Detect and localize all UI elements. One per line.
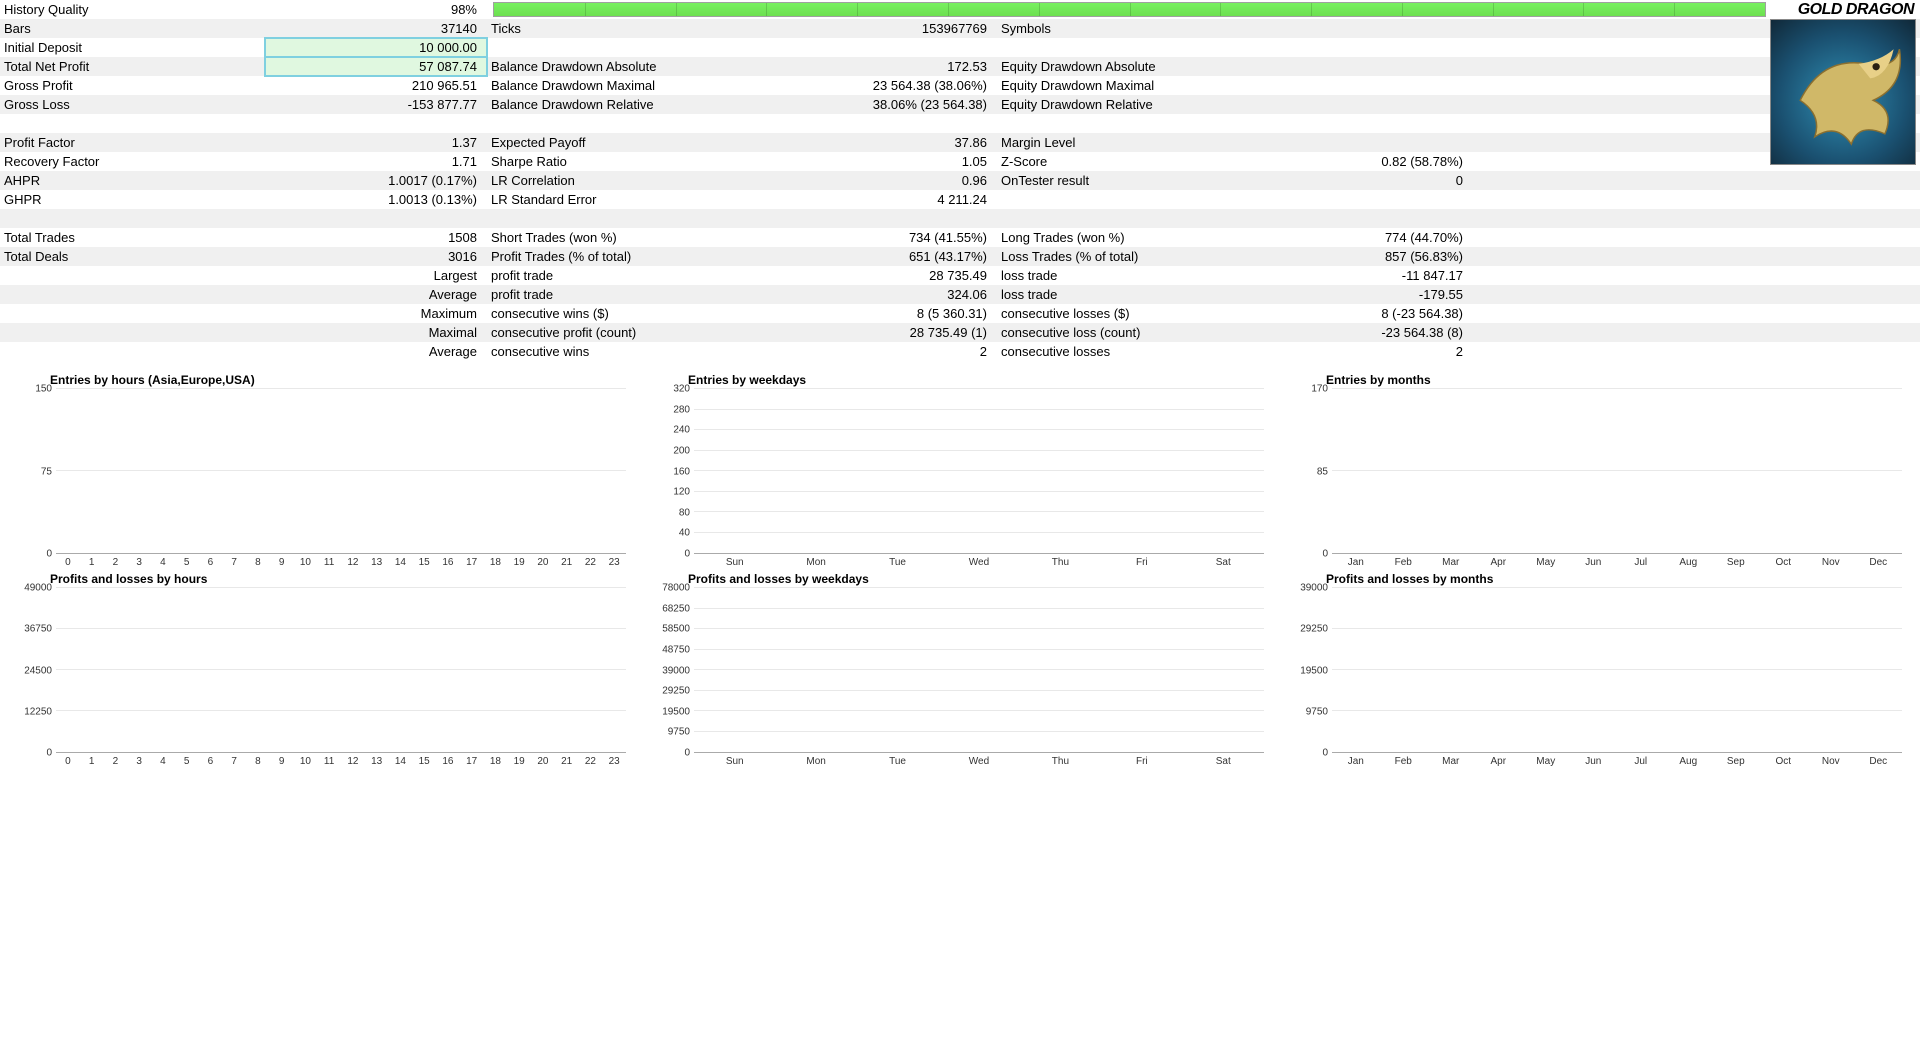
eq-dd-max-value xyxy=(1292,76,1473,95)
symbols-label: Symbols xyxy=(997,19,1292,38)
total-trades-value: 1508 xyxy=(265,228,487,247)
loss-trades-label: Loss Trades (% of total) xyxy=(997,247,1292,266)
largest-loss-value: -11 847.17 xyxy=(1292,266,1473,285)
max-losses-label: consecutive losses ($) xyxy=(997,304,1292,323)
bars-value: 37140 xyxy=(265,19,487,38)
chart-entries-months: Entries by months 085170 JanFebMarAprMay… xyxy=(1294,373,1902,572)
bal-dd-abs-label: Balance Drawdown Absolute xyxy=(487,57,772,76)
profit-trades-label: Profit Trades (% of total) xyxy=(487,247,772,266)
short-trades-label: Short Trades (won %) xyxy=(487,228,772,247)
chart-pl-months: Profits and losses by months 09750195002… xyxy=(1294,572,1902,771)
eq-dd-abs-label: Equity Drawdown Absolute xyxy=(997,57,1292,76)
charts-grid: Entries by hours (Asia,Europe,USA) 07515… xyxy=(0,361,1920,781)
lrstderr-label: LR Standard Error xyxy=(487,190,772,209)
bars-label: Bars xyxy=(0,19,265,38)
largest-profit-value: 28 735.49 xyxy=(772,266,997,285)
maximal-profit-label: consecutive profit (count) xyxy=(487,323,772,342)
bal-dd-max-value: 23 564.38 (38.06%) xyxy=(772,76,997,95)
max-wins-label: consecutive wins ($) xyxy=(487,304,772,323)
max-losses-value: 8 (-23 564.38) xyxy=(1292,304,1473,323)
ticks-value: 153967769 xyxy=(772,19,997,38)
gross-profit-label: Gross Profit xyxy=(0,76,265,95)
profit-factor-label: Profit Factor xyxy=(0,133,265,152)
recovery-factor-value: 1.71 xyxy=(265,152,487,171)
avg-profit-label: profit trade xyxy=(487,285,772,304)
sharpe-label: Sharpe Ratio xyxy=(487,152,772,171)
expected-payoff-label: Expected Payoff xyxy=(487,133,772,152)
avg-cons-wins-value: 2 xyxy=(772,342,997,361)
maximum-label: Maximum xyxy=(265,304,487,323)
chart-entries-weekdays: Entries by weekdays 04080120160200240280… xyxy=(656,373,1264,572)
lrstderr-value: 4 211.24 xyxy=(772,190,997,209)
lrcorr-value: 0.96 xyxy=(772,171,997,190)
brand-title: GOLD DRAGON xyxy=(1770,0,1920,19)
avg-cons-label: Average xyxy=(265,342,487,361)
net-profit-label: Total Net Profit xyxy=(0,57,265,76)
loss-trades-value: 857 (56.83%) xyxy=(1292,247,1473,266)
eq-dd-max-label: Equity Drawdown Maximal xyxy=(997,76,1292,95)
bal-dd-abs-value: 172.53 xyxy=(772,57,997,76)
gross-loss-label: Gross Loss xyxy=(0,95,265,114)
avg-loss-value: -179.55 xyxy=(1292,285,1473,304)
total-deals-label: Total Deals xyxy=(0,247,265,266)
avg-profit-value: 324.06 xyxy=(772,285,997,304)
stats-table: History Quality 98% GOLD DRAGON Bars 371… xyxy=(0,0,1920,361)
ghpr-label: GHPR xyxy=(0,190,265,209)
initial-deposit-value: 10 000.00 xyxy=(265,38,487,57)
zscore-value: 0.82 (58.78%) xyxy=(1292,152,1473,171)
avg-cons-wins-label: consecutive wins xyxy=(487,342,772,361)
total-trades-label: Total Trades xyxy=(0,228,265,247)
gross-profit-value: 210 965.51 xyxy=(265,76,487,95)
profit-factor-value: 1.37 xyxy=(265,133,487,152)
initial-deposit-label: Initial Deposit xyxy=(0,38,265,57)
chart-pl-weekdays: Profits and losses by weekdays 097501950… xyxy=(656,572,1264,771)
ontester-value: 0 xyxy=(1292,171,1473,190)
avg-cons-loss-value: 2 xyxy=(1292,342,1473,361)
largest-loss-label: loss trade xyxy=(997,266,1292,285)
bal-dd-rel-label: Balance Drawdown Relative xyxy=(487,95,772,114)
chart-pl-hours: Profits and losses by hours 012250245003… xyxy=(18,572,626,771)
ticks-label: Ticks xyxy=(487,19,772,38)
expected-payoff-value: 37.86 xyxy=(772,133,997,152)
profit-trades-value: 651 (43.17%) xyxy=(772,247,997,266)
history-quality-label: History Quality xyxy=(0,0,265,19)
maximal-loss-label: consecutive loss (count) xyxy=(997,323,1292,342)
largest-profit-label: profit trade xyxy=(487,266,772,285)
maximal-label: Maximal xyxy=(265,323,487,342)
margin-level-label: Margin Level xyxy=(997,133,1292,152)
maximal-loss-value: -23 564.38 (8) xyxy=(1292,323,1473,342)
product-logo xyxy=(1770,19,1916,165)
recovery-factor-label: Recovery Factor xyxy=(0,152,265,171)
sharpe-value: 1.05 xyxy=(772,152,997,171)
bal-dd-max-label: Balance Drawdown Maximal xyxy=(487,76,772,95)
avg-trade-label: Average xyxy=(265,285,487,304)
chart-entries-hours: Entries by hours (Asia,Europe,USA) 07515… xyxy=(18,373,626,572)
ontester-label: OnTester result xyxy=(997,171,1292,190)
history-quality-bar xyxy=(487,0,1770,19)
avg-loss-label: loss trade xyxy=(997,285,1292,304)
short-trades-value: 734 (41.55%) xyxy=(772,228,997,247)
symbols-value xyxy=(1292,19,1473,38)
eq-dd-rel-value xyxy=(1292,95,1473,114)
maximal-profit-value: 28 735.49 (1) xyxy=(772,323,997,342)
gross-loss-value: -153 877.77 xyxy=(265,95,487,114)
long-trades-label: Long Trades (won %) xyxy=(997,228,1292,247)
eq-dd-rel-label: Equity Drawdown Relative xyxy=(997,95,1292,114)
total-deals-value: 3016 xyxy=(265,247,487,266)
ahpr-label: AHPR xyxy=(0,171,265,190)
history-quality-value: 98% xyxy=(265,0,487,19)
margin-level-value xyxy=(1292,133,1473,152)
bal-dd-rel-value: 38.06% (23 564.38) xyxy=(772,95,997,114)
long-trades-value: 774 (44.70%) xyxy=(1292,228,1473,247)
max-wins-value: 8 (5 360.31) xyxy=(772,304,997,323)
lrcorr-label: LR Correlation xyxy=(487,171,772,190)
largest-label: Largest xyxy=(265,266,487,285)
zscore-label: Z-Score xyxy=(997,152,1292,171)
eq-dd-abs-value xyxy=(1292,57,1473,76)
avg-cons-loss-label: consecutive losses xyxy=(997,342,1292,361)
ghpr-value: 1.0013 (0.13%) xyxy=(265,190,487,209)
ahpr-value: 1.0017 (0.17%) xyxy=(265,171,487,190)
net-profit-value: 57 087.74 xyxy=(265,57,487,76)
